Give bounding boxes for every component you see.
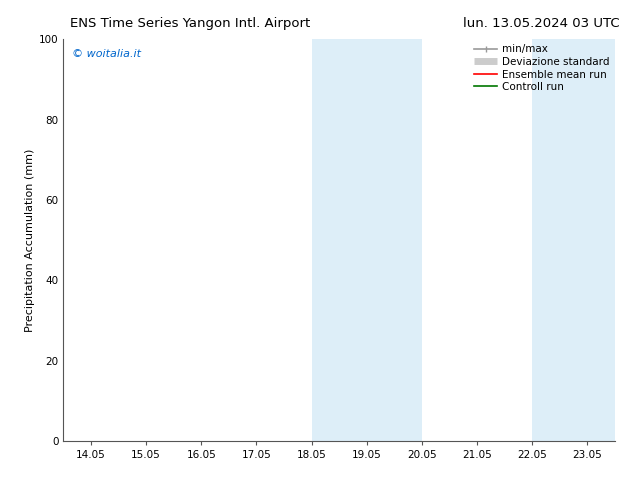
Bar: [312, 39, 422, 441]
Text: lun. 13.05.2024 03 UTC: lun. 13.05.2024 03 UTC: [463, 17, 619, 30]
Legend: min/max, Deviazione standard, Ensemble mean run, Controll run: min/max, Deviazione standard, Ensemble m…: [472, 42, 612, 94]
Text: ENS Time Series Yangon Intl. Airport: ENS Time Series Yangon Intl. Airport: [70, 17, 310, 30]
Bar: [533, 39, 615, 441]
Y-axis label: Precipitation Accumulation (mm): Precipitation Accumulation (mm): [25, 148, 35, 332]
Text: © woitalia.it: © woitalia.it: [72, 49, 141, 59]
